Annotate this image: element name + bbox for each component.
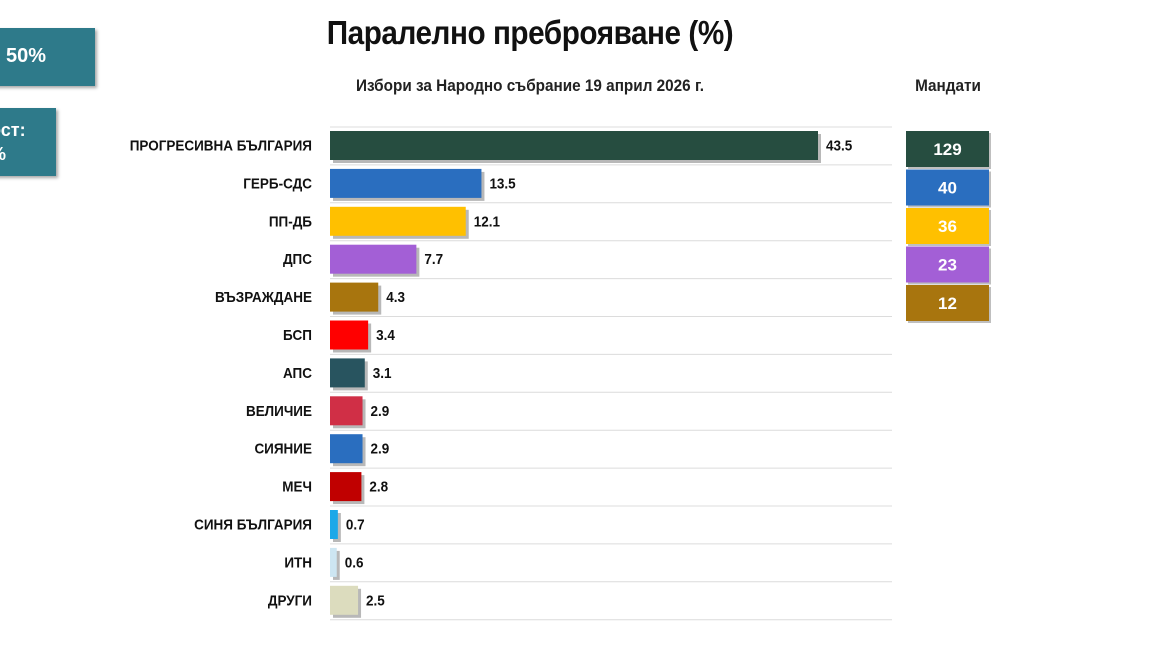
category-label: ВЪЗРАЖДАНЕ — [215, 289, 312, 306]
category-label: ИТН — [284, 555, 312, 572]
seat-count: 40 — [938, 179, 957, 198]
value-label: 2.9 — [371, 441, 390, 458]
seat-box — [906, 131, 989, 167]
bar — [330, 434, 363, 464]
side-box-secondary: ост: % — [0, 108, 56, 176]
category-label: ВЕЛИЧИЕ — [246, 403, 312, 420]
side-box-secondary-line1: ост: — [0, 120, 26, 140]
bar — [330, 244, 417, 274]
bar — [330, 168, 482, 198]
value-label: 0.7 — [346, 517, 365, 534]
category-label: СИЯНИЕ — [254, 441, 312, 458]
bar — [330, 510, 338, 539]
seat-count: 12 — [938, 294, 957, 313]
seat-box — [906, 169, 989, 206]
value-label: 0.6 — [345, 555, 364, 572]
category-label: ДРУГИ — [268, 593, 312, 610]
side-box-percent-text: 50% — [6, 45, 47, 67]
value-label: 2.5 — [366, 593, 385, 610]
chart-subtitle: Избори за Народно събрание 19 април 2026… — [355, 76, 705, 95]
category-label: ГЕРБ-СДС — [243, 176, 312, 193]
bar — [330, 396, 363, 426]
value-label: 12.1 — [474, 214, 500, 231]
bar — [330, 585, 359, 615]
category-label: ДПС — [283, 252, 312, 269]
bar — [330, 282, 379, 312]
value-label: 13.5 — [489, 176, 515, 193]
category-label: СИНЯ БЪЛГАРИЯ — [194, 517, 312, 534]
side-box-secondary-line2: % — [0, 144, 6, 165]
seat-count: 23 — [938, 256, 957, 275]
bar — [330, 320, 369, 350]
side-box-percent: 50% — [0, 28, 95, 86]
seats-header: Мандати — [915, 76, 981, 95]
category-label: ПРОГРЕСИВНА БЪЛГАРИЯ — [130, 138, 312, 155]
value-label: 43.5 — [826, 138, 852, 155]
bar — [330, 358, 365, 388]
category-label: АПС — [283, 365, 312, 382]
value-label: 3.1 — [373, 365, 392, 382]
category-label: МЕЧ — [282, 479, 312, 496]
value-label: 4.3 — [386, 289, 405, 306]
category-label: ПП-ДБ — [269, 214, 312, 231]
seat-box — [906, 285, 989, 321]
value-label: 2.9 — [371, 403, 390, 420]
value-label: 7.7 — [424, 252, 443, 269]
seat-box — [906, 208, 989, 244]
seat-count: 36 — [938, 217, 957, 236]
bar — [330, 131, 818, 160]
seat-box — [906, 246, 989, 283]
value-label: 2.8 — [369, 479, 388, 496]
bar — [330, 206, 466, 236]
category-label: БСП — [283, 327, 312, 344]
value-label: 3.4 — [376, 327, 395, 344]
bar — [330, 472, 362, 502]
chart-title: Паралелно преброяване (%) — [326, 14, 734, 51]
seat-count: 129 — [933, 140, 961, 159]
bar — [330, 547, 337, 577]
